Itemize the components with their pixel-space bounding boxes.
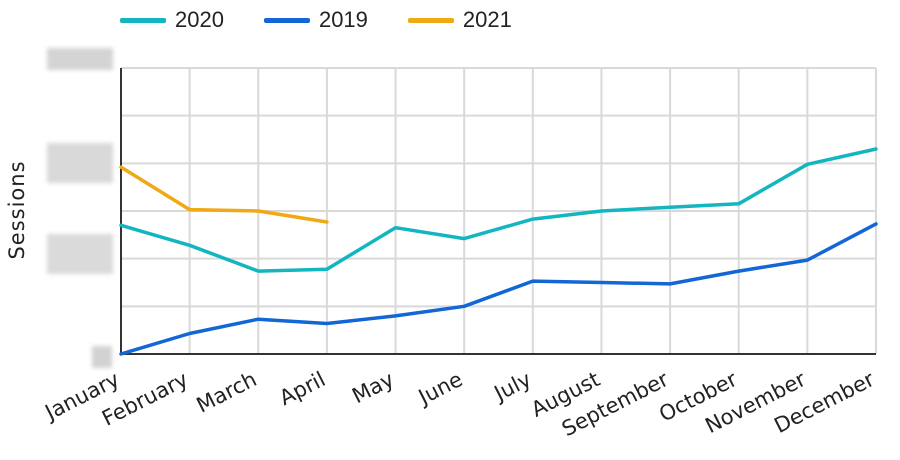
series-line-2021[interactable] bbox=[119, 165, 329, 224]
legend-swatch-2019 bbox=[263, 17, 310, 23]
blurred-tick-label bbox=[92, 346, 112, 368]
x-tick-label: June bbox=[413, 367, 466, 410]
x-tick-label: March bbox=[193, 367, 261, 417]
legend-swatch-2020 bbox=[120, 17, 166, 23]
legend-label-2021: 2021 bbox=[462, 7, 512, 32]
series-lines bbox=[119, 147, 878, 356]
legend-swatch-2021 bbox=[407, 17, 454, 23]
blurred-tick-label bbox=[47, 234, 113, 274]
blurred-tick-label bbox=[47, 48, 113, 70]
blurred-tick-label bbox=[47, 143, 113, 183]
legend-item-2019[interactable]: 2019 bbox=[263, 7, 368, 33]
legend-label-2020: 2020 bbox=[175, 7, 224, 32]
legend-item-2021[interactable]: 2021 bbox=[407, 7, 512, 33]
x-tick-label: May bbox=[348, 367, 398, 408]
legend-item-2020[interactable]: 2020 bbox=[120, 7, 224, 33]
series-line-2020[interactable] bbox=[119, 147, 878, 273]
legend-label-2019: 2019 bbox=[318, 7, 368, 32]
chart-legend: 2020 2019 2021 bbox=[120, 4, 552, 36]
y-axis-label: Sessions bbox=[5, 160, 29, 259]
x-tick-label: April bbox=[276, 367, 330, 410]
axes bbox=[120, 68, 876, 355]
series-line-2019[interactable] bbox=[119, 222, 878, 356]
